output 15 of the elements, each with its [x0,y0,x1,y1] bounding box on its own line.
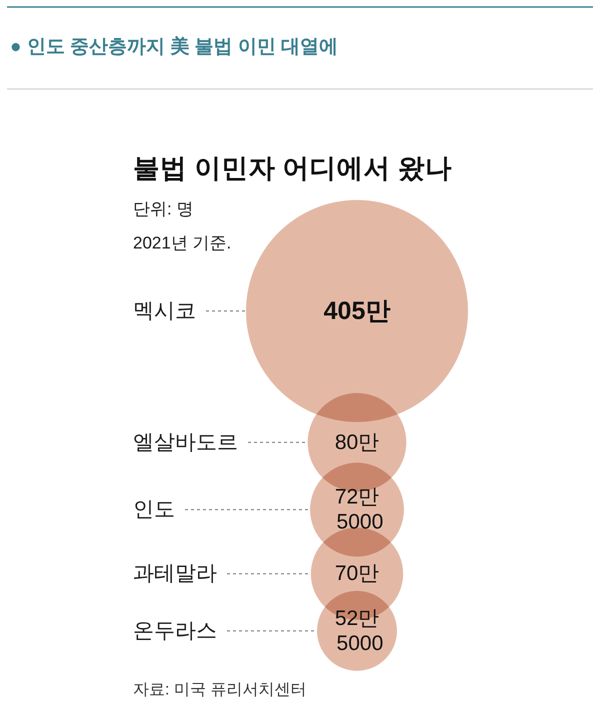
annotation: 2021년 기준. [133,234,232,252]
category-label: 엘살바도르 [133,430,238,454]
annotation: 자료: 미국 퓨리서치센터 [133,681,306,698]
category-label: 온두라스 [133,619,217,642]
value-label: 70만 [334,562,380,586]
value-label: 80만 [334,430,380,454]
value-label: 405만 [324,297,390,325]
subtitle: 불법 이민자 어디에서 왔나 [133,153,452,183]
annotation: 단위: 명 [133,200,194,218]
category-label: 인도 [133,498,175,522]
value-label: 52만 5000 [334,606,384,655]
category-label: 과테말라 [133,562,217,586]
category-label: 멕시코 [133,300,196,322]
value-label: 72만 5000 [334,486,384,534]
title: ● 인도 중산층까지 美 불법 이민 대열에 [10,36,338,58]
